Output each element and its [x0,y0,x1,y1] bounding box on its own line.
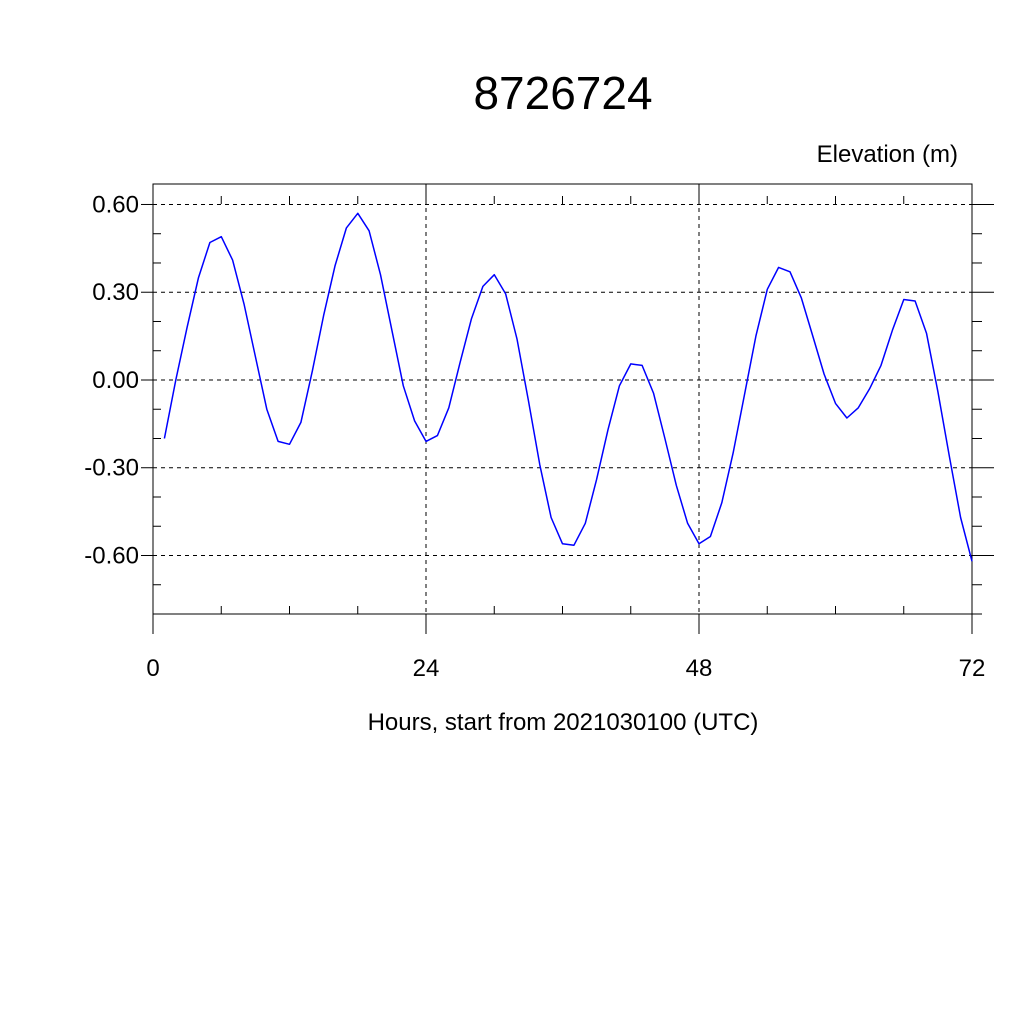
chart-title: 8726724 [473,67,652,119]
x-tick-label: 0 [146,655,159,682]
axis-ticks [141,184,994,634]
y-tick-label: 0.00 [92,367,139,394]
y-axis-label: Elevation (m) [817,141,958,168]
plot-area-frame [152,183,973,615]
series-line [163,212,973,562]
y-tick-label: -0.30 [84,455,139,482]
grid-lines [152,184,973,614]
x-tick-label: 24 [413,655,440,682]
y-tick-label: 0.60 [92,191,139,218]
x-tick-label: 48 [686,655,713,682]
y-tick-label: 0.30 [92,279,139,306]
tick-labels: -0.60 -0.30 0.00 0.30 0.60 0 24 48 72 [84,191,985,682]
series-layer [163,212,973,562]
x-tick-label: 72 [959,655,986,682]
y-tick-label: -0.60 [84,542,139,569]
x-axis-label: Hours, start from 2021030100 (UTC) [368,709,759,736]
